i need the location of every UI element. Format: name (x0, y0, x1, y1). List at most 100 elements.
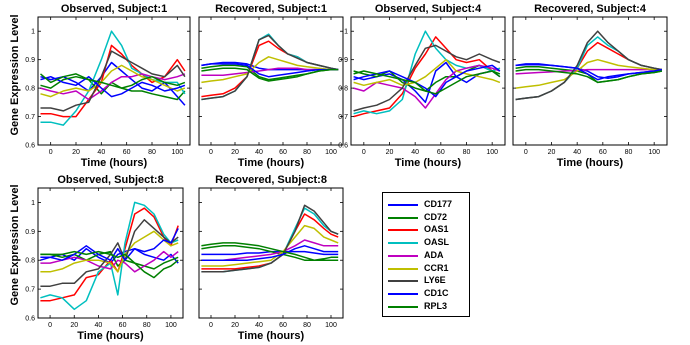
x-tick-label: 60 (119, 322, 127, 329)
series-line-ly6e (201, 34, 339, 101)
y-tick-label: 0.7 (338, 114, 348, 121)
x-tick-label: 80 (148, 149, 156, 156)
y-tick-label: 0.9 (25, 57, 35, 64)
series-line-oas1 (353, 36, 501, 118)
chart-panel-6: Recovered, Subject:8 0 20 40 60 80 100 Time (ho… (198, 174, 344, 342)
series-line-ly6e (201, 204, 339, 273)
series-line-rpl3 (201, 242, 339, 261)
legend-swatch (388, 204, 418, 206)
series-line-rpl3 (201, 67, 339, 82)
series-line-ly6e (515, 30, 663, 101)
legend-label: RPL3 (424, 300, 448, 311)
series-line-ada (40, 250, 179, 273)
x-tick-label: 100 (165, 322, 177, 329)
series-line-cd1c (515, 64, 663, 81)
x-tick-label: 20 (72, 149, 80, 156)
plot-frame (37, 187, 184, 319)
series-line-ly6e (40, 50, 186, 112)
series-line-cd72 (40, 75, 186, 101)
x-tick-label: 40 (573, 149, 581, 156)
legend-swatch (388, 229, 418, 232)
legend-item-oasl: OASL (383, 236, 469, 248)
legend-label: CD177 (424, 199, 453, 209)
y-tick-label: 1 (31, 29, 35, 36)
series-line-cd1c (40, 228, 179, 261)
x-tick-label: 20 (70, 322, 78, 329)
y-tick-label: 0.7 (25, 114, 35, 121)
y-tick-label: 0.6 (25, 143, 35, 150)
x-tick-label: 60 (279, 322, 287, 329)
plot-area (199, 188, 343, 318)
panel-title: Recovered, Subject:8 (215, 174, 327, 186)
series-line-rpl3 (353, 70, 501, 95)
chart-panel-2: Recovered, Subject:1 0 20 40 60 80 100 Time (ho… (198, 3, 344, 169)
series-line-cd1c (40, 75, 186, 98)
plot-frame (37, 16, 191, 146)
series-line-ccr1 (353, 58, 501, 87)
legend-item-ada: ADA (383, 249, 469, 261)
y-axis-label-row1: Gene Expression Level (9, 14, 21, 135)
x-tick-label: 0 (49, 149, 53, 156)
series-line-ccr1 (201, 56, 339, 84)
x-tick-label: 100 (486, 149, 498, 156)
x-tick-label: 20 (386, 149, 394, 156)
legend-swatch (388, 242, 418, 245)
series-line-ccr1 (40, 230, 179, 273)
plot-frame (198, 16, 344, 146)
legend-label: CCR1 (424, 262, 449, 273)
x-tick-label: 40 (411, 149, 419, 156)
legend-swatch (388, 305, 418, 308)
plot-frame (198, 187, 344, 319)
x-axis-label: Time (hours) (238, 330, 305, 342)
plot-frame (350, 16, 506, 146)
legend-swatch (388, 280, 418, 283)
legend: CD177 CD72 OAS1 OASL ADA CCR1 LY6E CD1C RPL3 (382, 192, 470, 317)
series-line-ccr1 (40, 64, 186, 98)
legend-item-ccr1: CCR1 (383, 262, 469, 274)
y-tick-label: 0.9 (338, 57, 348, 64)
x-tick-label: 0 (209, 322, 213, 329)
legend-label: OAS1 (424, 224, 449, 235)
panel-title: Observed, Subject:1 (61, 3, 167, 15)
y-tick-label: 0.6 (25, 316, 35, 323)
series-line-cd72 (40, 250, 179, 270)
y-tick-label: 1 (344, 29, 348, 36)
legend-swatch (388, 216, 418, 219)
x-tick-label: 100 (325, 149, 337, 156)
series-line-ccr1 (515, 58, 662, 89)
legend-label: LY6E (424, 275, 446, 286)
legend-item-cd177: CD177 (383, 198, 469, 210)
x-tick-label: 80 (303, 322, 311, 329)
x-tick-label: 100 (325, 322, 337, 329)
plot-frame (512, 16, 668, 146)
legend-swatch (388, 292, 418, 295)
x-axis-label: Time (hours) (81, 157, 148, 169)
x-tick-label: 0 (209, 149, 213, 156)
legend-swatch (388, 254, 418, 257)
x-tick-label: 80 (625, 149, 633, 156)
y-tick-label: 0.7 (25, 287, 35, 294)
chart-panel-5: Observed, Subject:8 0 20 40 60 80 100 0.6 0.7 0.8… (25, 174, 184, 342)
x-tick-label: 0 (362, 149, 366, 156)
series-line-ada (353, 64, 501, 109)
series-line-cd1c (201, 245, 339, 261)
series-line-ly6e (40, 219, 179, 287)
y-axis-label-row2: Gene Expression Level (9, 184, 21, 305)
plot-area (513, 17, 667, 145)
x-tick-label: 60 (279, 149, 287, 156)
x-tick-label: 60 (123, 149, 131, 156)
legend-item-cd1c: CD1C (383, 287, 469, 299)
x-tick-label: 40 (255, 322, 263, 329)
panel-title: Observed, Subject:4 (375, 3, 482, 15)
x-axis-label: Time (hours) (77, 330, 144, 342)
x-axis-label: Time (hours) (557, 157, 624, 169)
x-tick-label: 100 (171, 149, 183, 156)
panel-title: Recovered, Subject:4 (534, 3, 647, 15)
series-line-oasl (40, 201, 179, 311)
x-tick-label: 40 (97, 149, 105, 156)
y-tick-label: 0.6 (338, 143, 348, 150)
x-tick-label: 80 (463, 149, 471, 156)
y-tick-label: 0.8 (25, 86, 35, 93)
legend-swatch (388, 267, 418, 270)
